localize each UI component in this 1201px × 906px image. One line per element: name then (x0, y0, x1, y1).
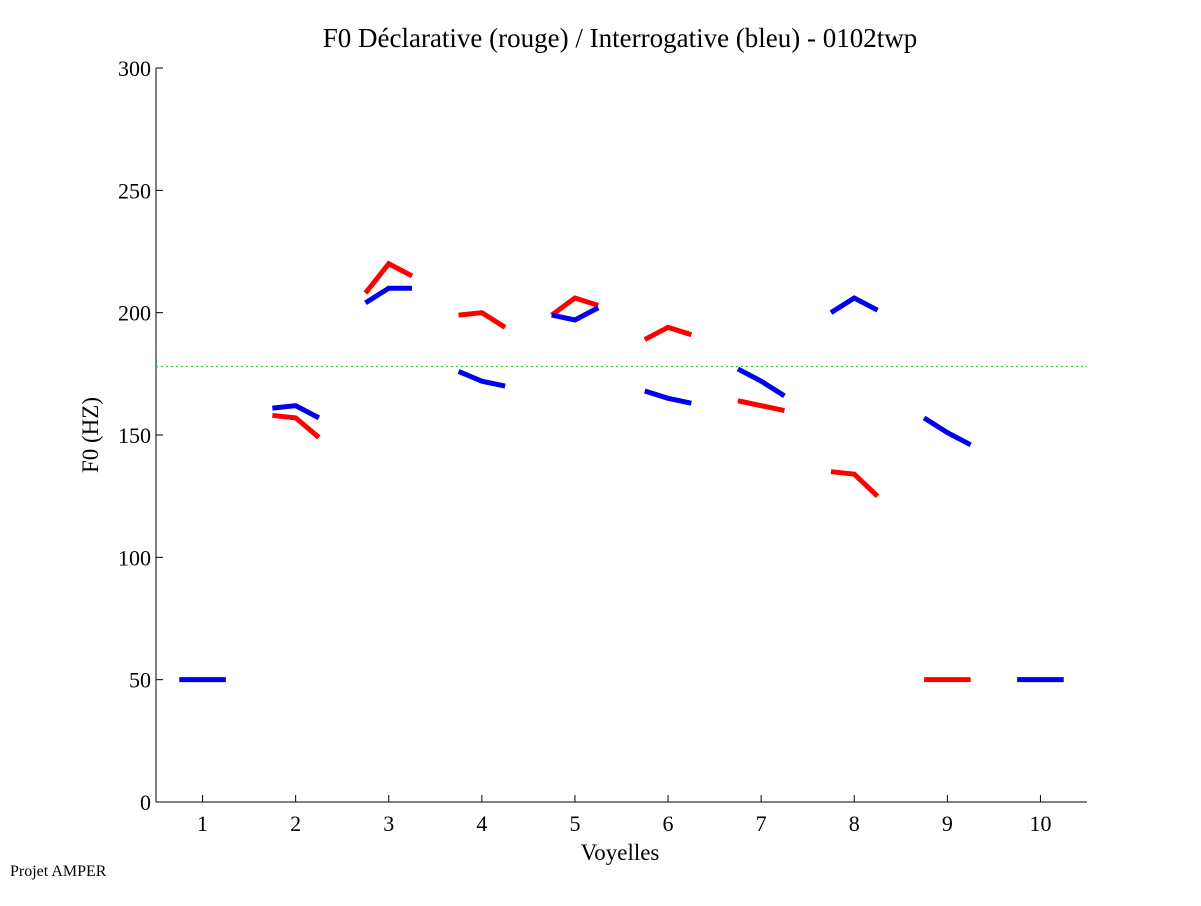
x-tick-label: 3 (383, 811, 394, 836)
x-tick-label: 5 (569, 811, 580, 836)
series-dclarative-vowel-4 (458, 310, 507, 330)
series-dclarative-vowel-2 (272, 412, 321, 440)
series-interrogative-vowel-5 (551, 305, 600, 323)
series-interrogative-vowel-8 (829, 295, 879, 315)
x-axis-ticks: 1 2 3 4 5 6 7 8 9 10 (197, 795, 1051, 836)
x-tick-label: 8 (849, 811, 860, 836)
y-tick-label: 250 (118, 178, 151, 203)
y-tick-label: 100 (118, 545, 151, 570)
y-tick-label: 200 (118, 301, 151, 326)
y-tick-label: 300 (118, 56, 151, 81)
series-interrogative-vowel-6 (644, 388, 692, 406)
x-tick-label: 2 (290, 811, 301, 836)
series-dclarative-vowel-7 (737, 398, 785, 413)
series-interrogative-vowel-3 (364, 285, 413, 305)
series-dclarative-vowel-5 (550, 295, 599, 318)
x-tick-label: 6 (663, 811, 674, 836)
series-interrogative-vowel-2 (272, 403, 321, 421)
y-axis-label: F0 (HZ) (78, 397, 103, 473)
series-dclarative-vowel-6 (643, 324, 693, 342)
series-interrogative-vowel-7 (736, 366, 786, 398)
y-tick-label: 150 (118, 423, 151, 448)
x-tick-label: 9 (942, 811, 953, 836)
x-tick-label: 7 (756, 811, 767, 836)
series-layer (179, 260, 1064, 683)
series-dclarative-vowel-3 (363, 260, 414, 295)
footer-note: Projet AMPER (10, 863, 107, 880)
x-tick-label: 10 (1029, 811, 1051, 836)
x-tick-label: 4 (476, 811, 487, 836)
series-interrogative-vowel-4 (457, 369, 506, 389)
chart-title: F0 Déclarative (rouge) / Interrogative (… (323, 23, 918, 53)
y-axis-ticks: 0 50 100 150 200 250 300 (118, 56, 163, 815)
series-interrogative-vowel-9 (922, 415, 972, 447)
x-axis-label: Voyelles (581, 840, 660, 865)
y-tick-label: 50 (129, 668, 151, 693)
series-dclarative-vowel-8 (830, 469, 880, 498)
x-tick-label: 1 (197, 811, 208, 836)
y-tick-label: 0 (140, 790, 151, 815)
